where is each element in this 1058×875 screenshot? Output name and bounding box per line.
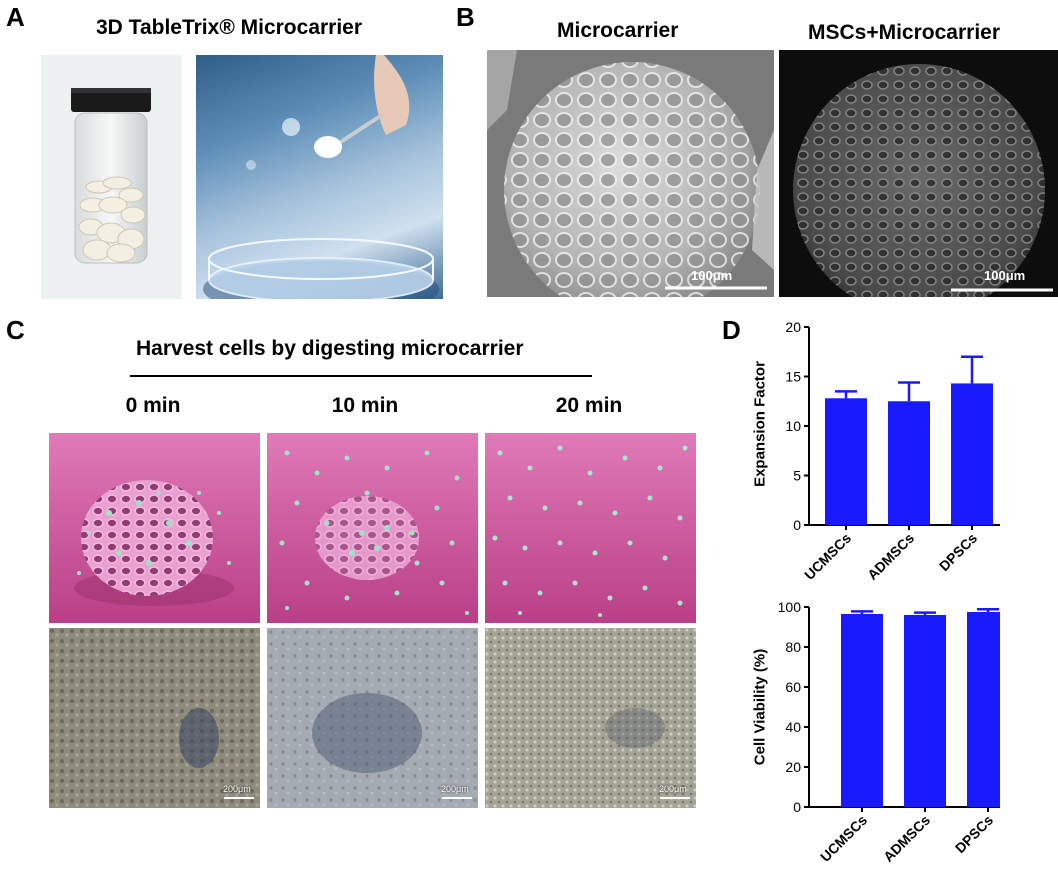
chart-cell-viability: 0 20 40 60 80 100 UCMSCs ADMSCs DPSCs <box>778 599 1000 865</box>
x-tick-label-admscs: ADMSCs <box>864 530 917 583</box>
petri-dish-illustration <box>203 55 439 299</box>
time-label-10: 10 min <box>331 394 399 417</box>
scale-bar-label-10: 200μm <box>441 784 469 794</box>
bar-ucmscs <box>825 398 867 525</box>
y-tick-label: 80 <box>785 639 801 655</box>
micrograph-20-min: 200μm <box>485 628 696 808</box>
panel-b-right-title: MSCs+Microcarrier <box>808 21 1001 44</box>
sem-microcarrier-image: 100μm <box>487 50 774 297</box>
panel-letter-d: D <box>722 315 741 345</box>
x-tick-label-ucmscs: UCMSCs <box>801 530 854 583</box>
y-tick-label: 0 <box>793 799 801 815</box>
sem-mscs-illustration <box>779 50 1058 297</box>
x-tick-label-dpscs: DPSCs <box>952 812 996 856</box>
micrograph-10-min: 200μm <box>267 628 478 808</box>
y-tick-label: 40 <box>785 719 801 735</box>
y-tick-label: 0 <box>793 517 801 533</box>
y-tick-label: 15 <box>785 369 801 385</box>
micrograph-0-min-illustration <box>49 628 260 808</box>
bar-admscs <box>904 615 946 807</box>
time-label-0: 0 min <box>125 394 181 417</box>
x-tick-label-dpscs: DPSCs <box>936 530 980 574</box>
y-tick-label: 20 <box>785 759 801 775</box>
render-0-min <box>49 433 260 623</box>
panel-c-title: Harvest cells by digesting microcarrier <box>136 337 524 360</box>
y-tick-label: 100 <box>778 599 802 615</box>
render-10-min-illustration <box>267 433 478 623</box>
tweezers-photo <box>196 55 443 299</box>
sem-microcarrier-illustration <box>487 50 774 297</box>
panel-a-title: 3D TableTrix® Microcarrier <box>96 16 363 39</box>
y-tick-label: 20 <box>785 319 801 335</box>
render-10-min <box>267 433 478 623</box>
x-tick-label-admscs: ADMSCs <box>880 812 933 865</box>
vial-illustration <box>71 88 151 264</box>
x-tick-label-ucmscs: UCMSCs <box>817 812 870 865</box>
micrograph-0-min: 200μm <box>49 628 260 808</box>
chart1-ylabel: Expansion Factor <box>751 361 769 487</box>
right-scale-bar-label: 100μm <box>984 268 1026 283</box>
panel-letter-a: A <box>6 2 25 32</box>
time-label-20: 20 min <box>555 394 623 417</box>
y-tick-label: 5 <box>793 468 801 484</box>
render-20-min-illustration <box>485 433 696 623</box>
scale-bar-label-0: 200μm <box>223 784 251 794</box>
vial-photo <box>41 55 182 299</box>
chart2-ylabel: Cell Viability (%) <box>751 648 769 766</box>
chart-expansion-factor: 0 5 10 15 20 UCMSCs ADMSCs DPSCs <box>785 319 1000 583</box>
panel-b-left-title: Microcarrier <box>557 19 679 42</box>
y-tick-label: 10 <box>785 418 801 434</box>
bar-admscs <box>888 401 930 525</box>
bar-ucmscs <box>841 614 883 807</box>
sem-mscs-image: 100μm <box>779 50 1058 297</box>
micrograph-20-min-illustration <box>485 628 696 808</box>
panel-letter-b: B <box>456 2 475 32</box>
left-scale-bar-label: 100μm <box>691 268 733 283</box>
render-0-min-illustration <box>49 433 260 623</box>
micrograph-10-min-illustration <box>267 628 478 808</box>
bar-dpscs <box>951 383 993 525</box>
bar-dpscs <box>967 612 1000 807</box>
y-tick-label: 60 <box>785 679 801 695</box>
panel-c-title-underline <box>130 375 592 377</box>
scale-bar-label-20: 200μm <box>659 784 687 794</box>
render-20-min <box>485 433 696 623</box>
panel-letter-c: C <box>6 315 25 345</box>
